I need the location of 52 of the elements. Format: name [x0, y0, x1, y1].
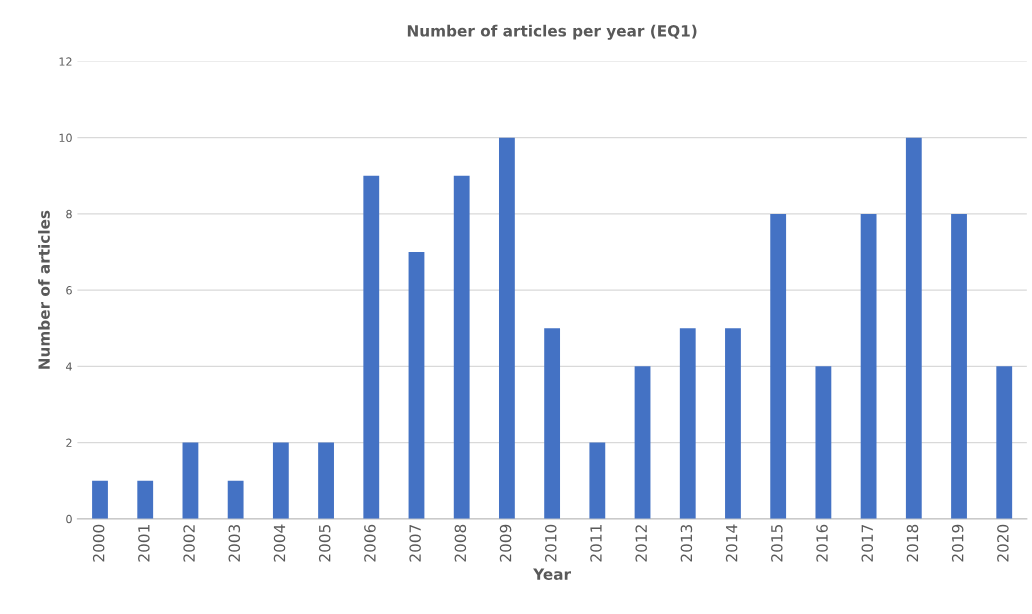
x-tick-label: 2003: [228, 524, 241, 562]
x-tick-label: 2002: [183, 525, 195, 562]
x-tick-label: 2004: [273, 524, 286, 562]
bar: [363, 175, 380, 519]
x-tick-label: 2017: [861, 525, 874, 562]
bar: [408, 252, 425, 519]
x-tick-label: 2008: [454, 524, 467, 562]
x-tick-label: 2001: [138, 525, 150, 562]
chart-title: Number of articles per year (EQ1): [407, 24, 697, 40]
y-axis-title: Number of articles: [38, 210, 50, 369]
bar: [815, 366, 832, 519]
y-tick-label: 8: [66, 209, 72, 219]
bar: [905, 137, 922, 519]
x-tick-label: 2000: [92, 524, 105, 562]
bar: [453, 175, 470, 519]
y-tick-label: 12: [59, 57, 72, 66]
x-tick-label: 2014: [725, 524, 738, 562]
bar: [318, 442, 334, 519]
x-tick-label: 2013: [680, 524, 693, 562]
x-tick-label: 2005: [318, 525, 331, 562]
bar: [951, 213, 967, 519]
bar: [92, 480, 108, 519]
y-tick-label: 10: [59, 133, 72, 143]
bar: [544, 328, 561, 519]
x-tick-label: 2012: [635, 525, 647, 562]
x-tick-label: 2007: [409, 525, 421, 562]
bar: [182, 442, 199, 519]
x-tick-label: 2019: [951, 524, 964, 562]
y-tick-label: 4: [66, 362, 72, 371]
bar: [725, 328, 741, 519]
x-tick-label: 2010: [545, 524, 557, 562]
bar: [770, 213, 787, 519]
y-tick-label: 6: [66, 286, 72, 295]
bar: [996, 366, 1013, 519]
bar: [589, 442, 606, 519]
x-tick-label: 2009: [499, 524, 512, 562]
y-tick-label: 0: [66, 514, 72, 524]
x-tick-label: 2018: [906, 524, 919, 562]
bar: [227, 480, 244, 519]
y-tick-label: 2: [66, 438, 72, 447]
bar: [860, 213, 877, 519]
x-tick-label: 2015: [771, 525, 783, 562]
bar: [679, 328, 696, 519]
bar: [137, 480, 154, 519]
x-axis-title: Year: [533, 568, 572, 580]
x-tick-label: 2016: [816, 524, 828, 562]
x-tick-label: 2020: [997, 524, 1009, 562]
x-tick-label: 2006: [364, 524, 376, 562]
x-tick-label: 2011: [590, 525, 602, 562]
bar: [272, 442, 289, 519]
bar: [634, 366, 651, 519]
bar: [499, 137, 515, 519]
